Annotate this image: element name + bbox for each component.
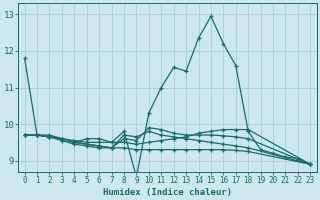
X-axis label: Humidex (Indice chaleur): Humidex (Indice chaleur) — [103, 188, 232, 197]
